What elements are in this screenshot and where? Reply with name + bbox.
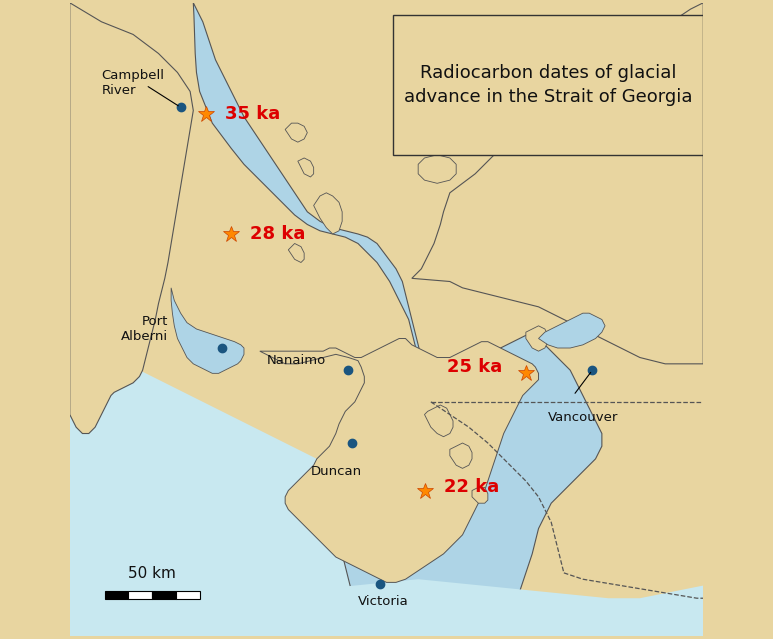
Polygon shape bbox=[424, 405, 453, 436]
Text: 28 ka: 28 ka bbox=[250, 225, 305, 243]
Bar bbox=[104, 591, 128, 599]
Bar bbox=[128, 591, 152, 599]
Polygon shape bbox=[472, 488, 488, 503]
Text: Port
Alberni: Port Alberni bbox=[121, 315, 168, 343]
Polygon shape bbox=[285, 123, 308, 142]
Text: Vancouver: Vancouver bbox=[548, 412, 618, 424]
Polygon shape bbox=[298, 158, 314, 177]
Polygon shape bbox=[314, 193, 342, 234]
Polygon shape bbox=[70, 288, 513, 636]
Polygon shape bbox=[70, 3, 193, 433]
Polygon shape bbox=[171, 288, 244, 373]
Text: Radiocarbon dates of glacial
advance in the Strait of Georgia: Radiocarbon dates of glacial advance in … bbox=[404, 65, 693, 106]
Text: Campbell
River: Campbell River bbox=[101, 69, 165, 97]
Polygon shape bbox=[450, 443, 472, 468]
Polygon shape bbox=[288, 243, 304, 263]
Bar bbox=[152, 591, 176, 599]
Polygon shape bbox=[539, 313, 605, 348]
Polygon shape bbox=[260, 339, 539, 582]
Polygon shape bbox=[424, 60, 459, 88]
Polygon shape bbox=[526, 326, 548, 351]
Text: Victoria: Victoria bbox=[358, 595, 409, 608]
Text: Duncan: Duncan bbox=[311, 465, 362, 478]
Text: Nanaimo: Nanaimo bbox=[267, 354, 326, 367]
Polygon shape bbox=[412, 3, 703, 364]
Polygon shape bbox=[193, 3, 602, 636]
Text: 35 ka: 35 ka bbox=[225, 105, 281, 123]
Text: 25 ka: 25 ka bbox=[447, 358, 502, 376]
Bar bbox=[176, 591, 199, 599]
Text: 22 ka: 22 ka bbox=[444, 479, 499, 497]
Polygon shape bbox=[418, 155, 456, 183]
Polygon shape bbox=[70, 573, 703, 636]
Text: 50 km: 50 km bbox=[128, 566, 176, 581]
FancyBboxPatch shape bbox=[393, 15, 703, 155]
